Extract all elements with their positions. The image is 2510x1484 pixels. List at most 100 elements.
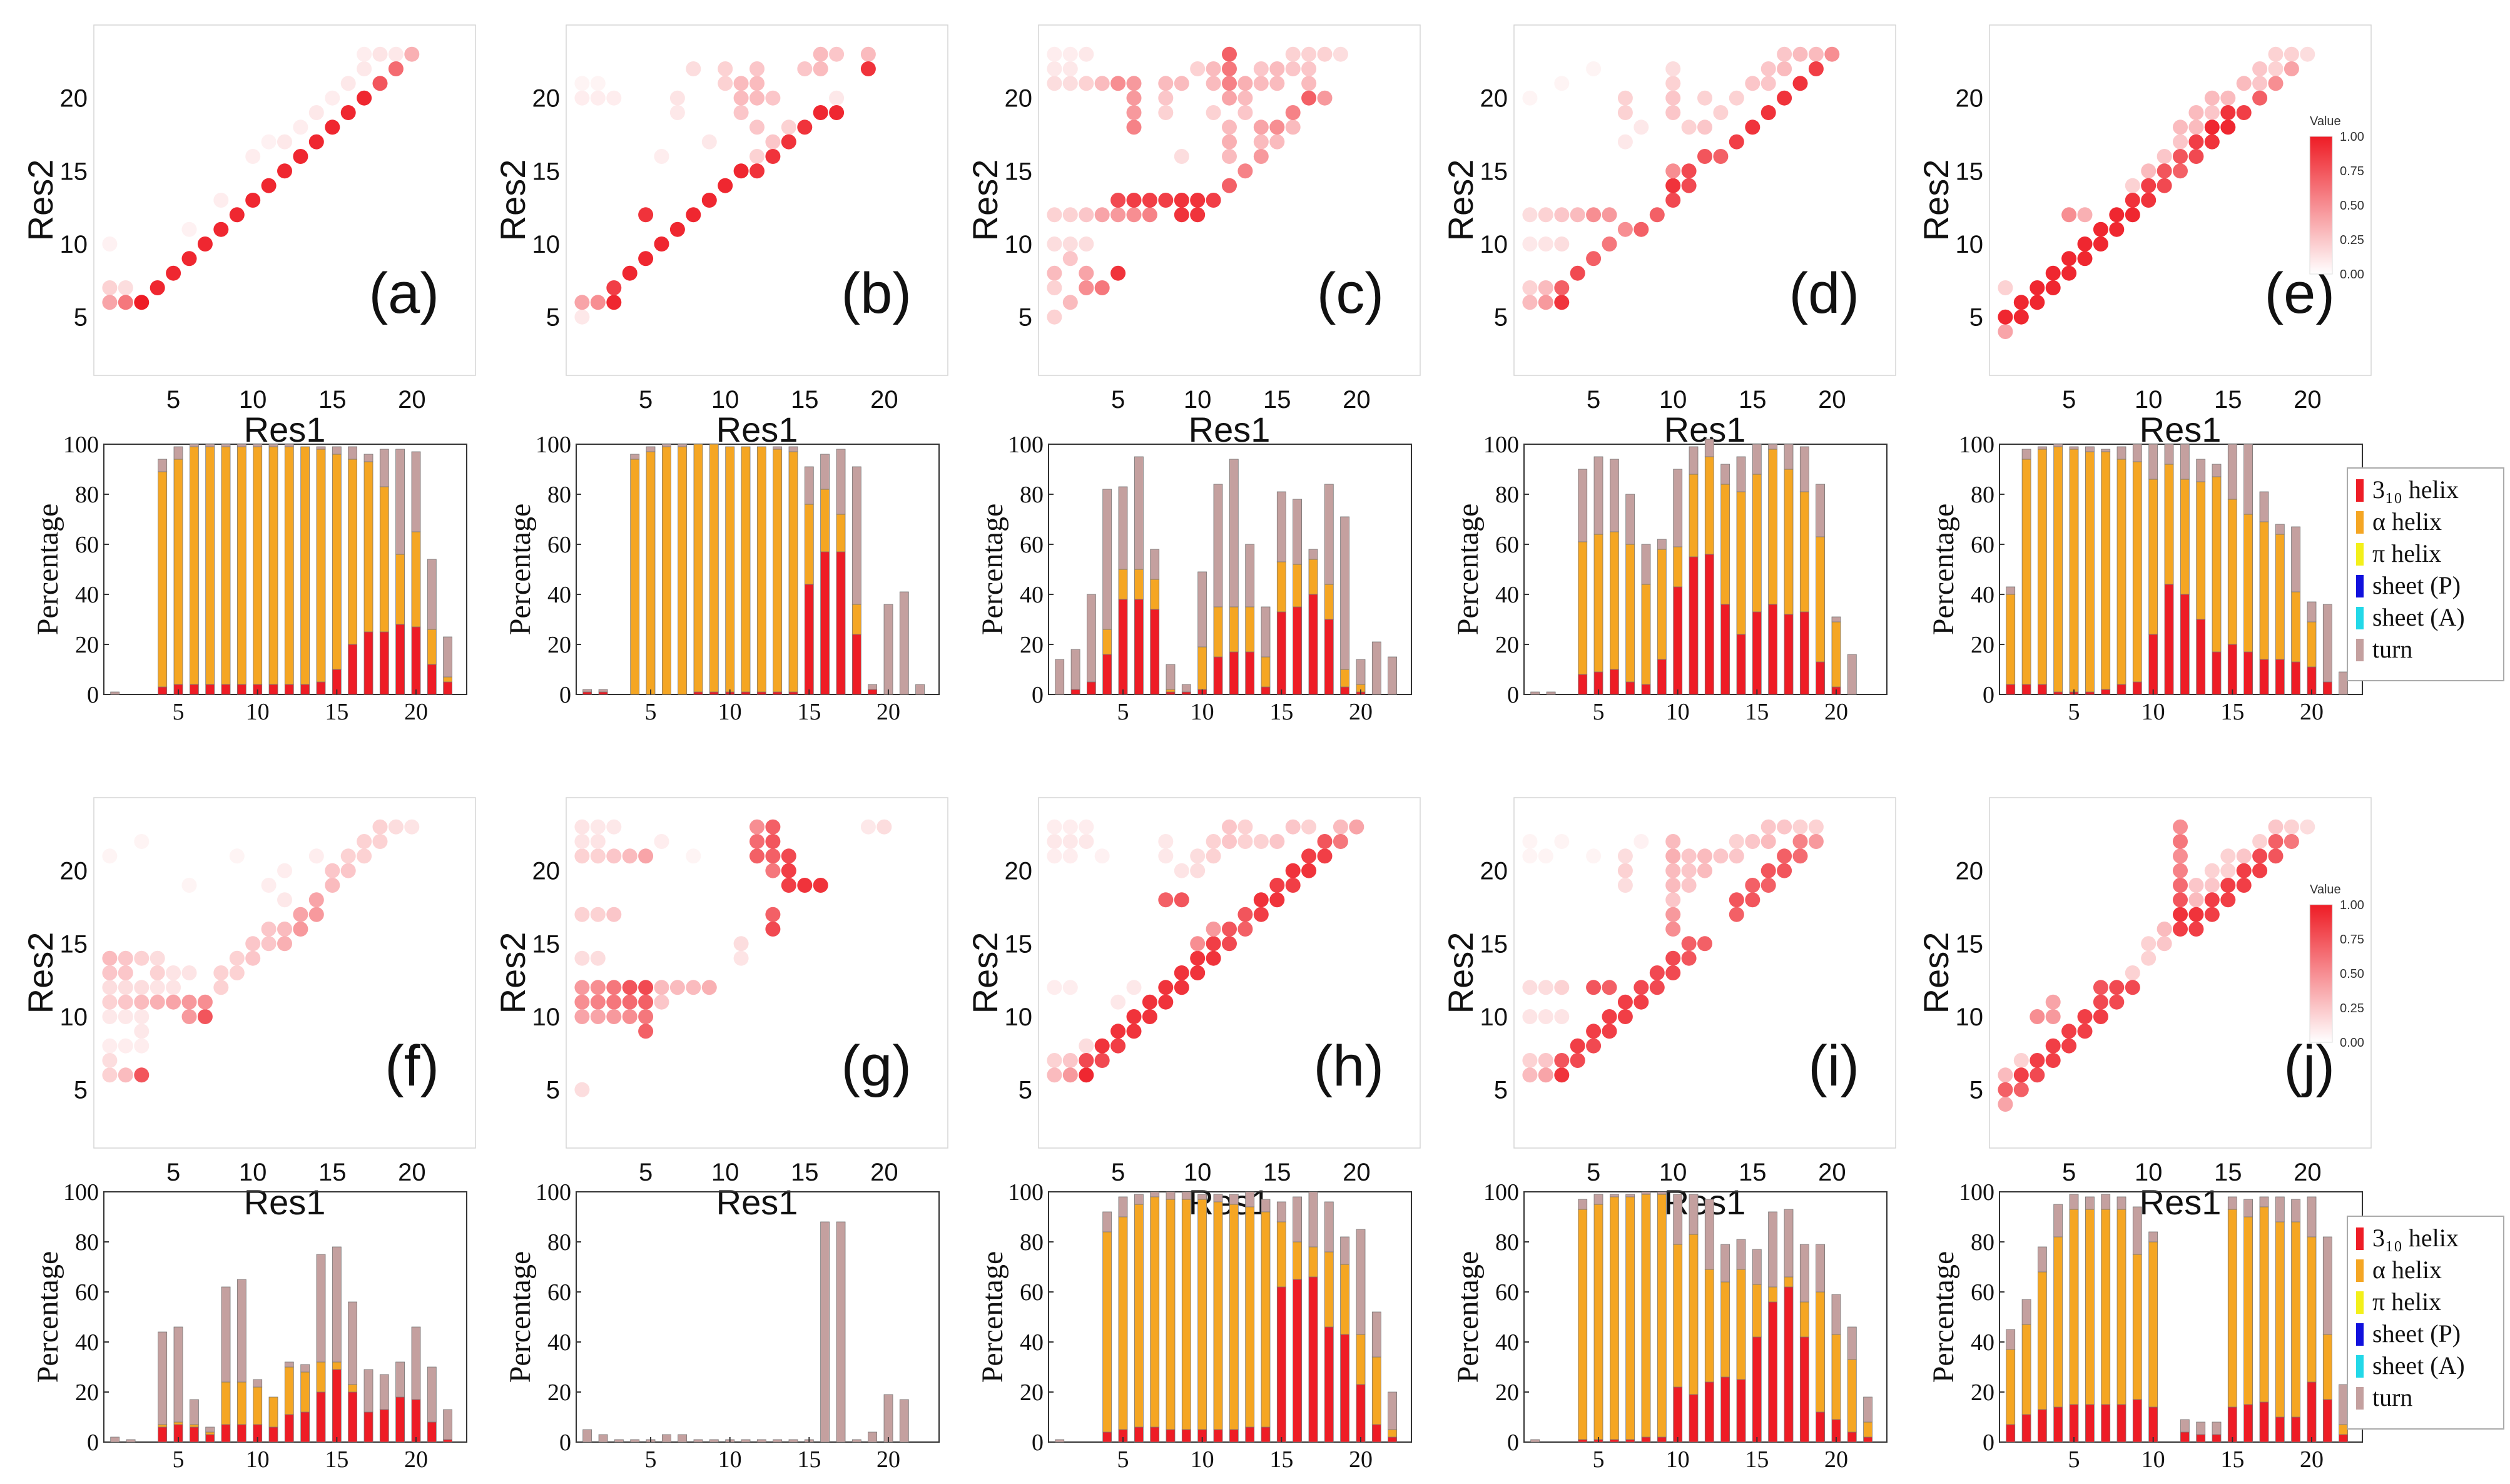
heatmap-cell [654, 994, 669, 1010]
heatmap-cell [1237, 90, 1253, 106]
x-tick-label: 10 [2142, 1446, 2165, 1473]
heatmap-cell [1253, 149, 1269, 164]
bar-segment [2132, 444, 2142, 462]
y-tick-label: 20 [1971, 1380, 1994, 1406]
legend-swatch [2356, 511, 2364, 534]
heatmap-cell [2268, 46, 2284, 62]
heatmap-cell [2220, 878, 2236, 893]
bar-segment [661, 444, 671, 447]
heatmap-cell [2268, 61, 2284, 76]
y-axis-label: Percentage [504, 1251, 537, 1383]
heatmap-cell [166, 965, 181, 980]
colorbar-title: Value [2310, 883, 2341, 897]
heatmap-cell [102, 994, 118, 1010]
bar-segment [2275, 534, 2285, 660]
x-tick-label: 5 [1117, 1446, 1129, 1473]
heatmap-cell [1126, 1009, 1142, 1024]
y-tick-label: 5 [1969, 304, 1983, 332]
heatmap-cell [574, 848, 590, 864]
bar-segment [443, 1439, 452, 1443]
legend-label: turn [2372, 635, 2412, 663]
heatmap-cell [1126, 105, 1142, 120]
heatmap-cell [1761, 834, 1776, 849]
bar-segment [284, 1361, 294, 1368]
panel-label: (c) [1317, 262, 1384, 325]
bar-segment [1118, 1196, 1128, 1217]
y-tick-label: 0 [1983, 682, 1994, 708]
heatmap-cell [781, 119, 796, 135]
bar-segment [348, 446, 358, 460]
heatmap-cell [1237, 105, 1253, 120]
heatmap-cell [797, 119, 813, 135]
legend-frame [2347, 467, 2504, 681]
bar-segment [236, 1381, 246, 1425]
bar-segment [582, 689, 592, 693]
bar-segment [268, 444, 278, 447]
heatmap-cell [813, 105, 828, 120]
bar-segment [2196, 1434, 2206, 1443]
heatmap-cell [2030, 1053, 2045, 1068]
heatmap-cell [2045, 1009, 2061, 1024]
y-tick-label: 60 [547, 532, 571, 558]
bar-segment [2259, 1206, 2269, 1403]
bar-segment [205, 1431, 215, 1435]
heatmap-cell [118, 1009, 133, 1024]
y-axis-label: Res2 [965, 932, 1005, 1014]
bar-segment [284, 1414, 294, 1443]
heatmap-cell [733, 950, 749, 966]
y-axis-label: Percentage [1927, 1251, 1960, 1383]
bar-segment [2291, 591, 2301, 663]
heatmap-cell [1094, 207, 1110, 223]
bar-segment [2243, 1404, 2253, 1443]
heatmap-cell [1062, 207, 1078, 223]
bar-segment [1134, 569, 1144, 600]
heatmap-cell [1554, 207, 1570, 223]
heatmap-cell [404, 46, 420, 62]
heatmap-cell [1079, 265, 1094, 281]
bar-segment [1609, 669, 1619, 695]
bar-segment [1324, 1326, 1334, 1443]
x-tick-label: 5 [639, 1159, 653, 1186]
heatmap-cell [1094, 76, 1110, 91]
heatmap-cell [1285, 61, 1301, 76]
heatmap-cell [1554, 236, 1570, 252]
bar-segment [2006, 594, 2016, 685]
heatmap-cell [1174, 76, 1189, 91]
y-tick-label: 60 [1020, 532, 1044, 558]
heatmap-cell [2188, 149, 2204, 164]
y-tick-label: 40 [1971, 582, 1994, 608]
heatmap-cell [1237, 834, 1253, 849]
heatmap-cell [2204, 90, 2220, 106]
bar-segment [427, 1421, 437, 1443]
heatmap-cell [781, 134, 796, 150]
bar-segment [300, 1371, 310, 1413]
heatmap-cell [102, 1053, 118, 1068]
bar-segment [2038, 1271, 2047, 1410]
heatmap-cell [1681, 163, 1697, 179]
bar-segment [411, 1326, 421, 1400]
heatmap-cell [1697, 936, 1712, 952]
heatmap-cell [1079, 1067, 1094, 1083]
x-tick-label: 10 [711, 1159, 739, 1186]
bar-segment [332, 454, 342, 670]
bar-segment [1166, 1429, 1176, 1443]
bar-segment [1578, 1209, 1588, 1440]
bar-segment [2132, 461, 2142, 683]
y-tick-label: 15 [1005, 158, 1033, 185]
legend-label: sheet (A) [2372, 1351, 2465, 1380]
bar-segment [2038, 684, 2047, 695]
heatmap-cell [686, 207, 701, 223]
heatmap-cell [1301, 76, 1317, 91]
bar-segment [332, 1246, 342, 1363]
bar-segment [836, 449, 846, 515]
heatmap-cell [102, 950, 118, 966]
x-tick-label: 20 [2294, 386, 2322, 414]
heatmap-cell [1126, 1024, 1142, 1039]
bar-segment [1799, 1336, 1809, 1443]
bar-segment [1181, 1199, 1191, 1430]
colorbar-tick: 0.75 [2340, 165, 2364, 178]
heatmap-cell [1681, 848, 1697, 864]
bar-segment [851, 634, 861, 695]
bar-panel: 0 20 40 60 80 100 5 10 15 20 Percentage [31, 432, 467, 725]
